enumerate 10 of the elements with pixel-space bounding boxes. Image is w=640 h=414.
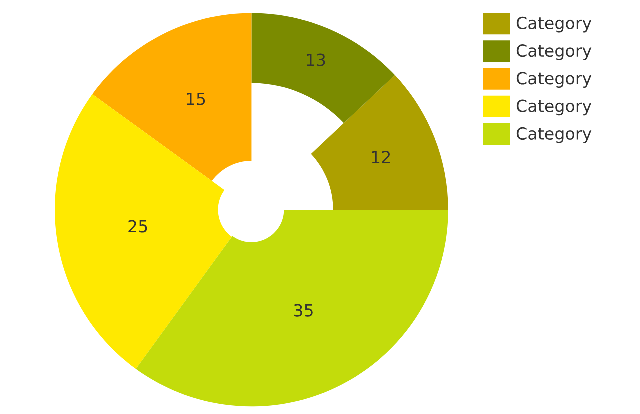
legend-label: Category [516,16,592,33]
data-label: 25 [128,220,148,233]
legend-label: Category [516,100,592,116]
data-label: 12 [372,150,390,164]
data-label: 13 [307,54,326,66]
data-label: 35 [294,304,313,317]
legend-label: Category [516,44,592,60]
data-label: 15 [187,92,206,106]
legend-label: Category [516,72,592,88]
legend-label: Category [516,127,592,144]
